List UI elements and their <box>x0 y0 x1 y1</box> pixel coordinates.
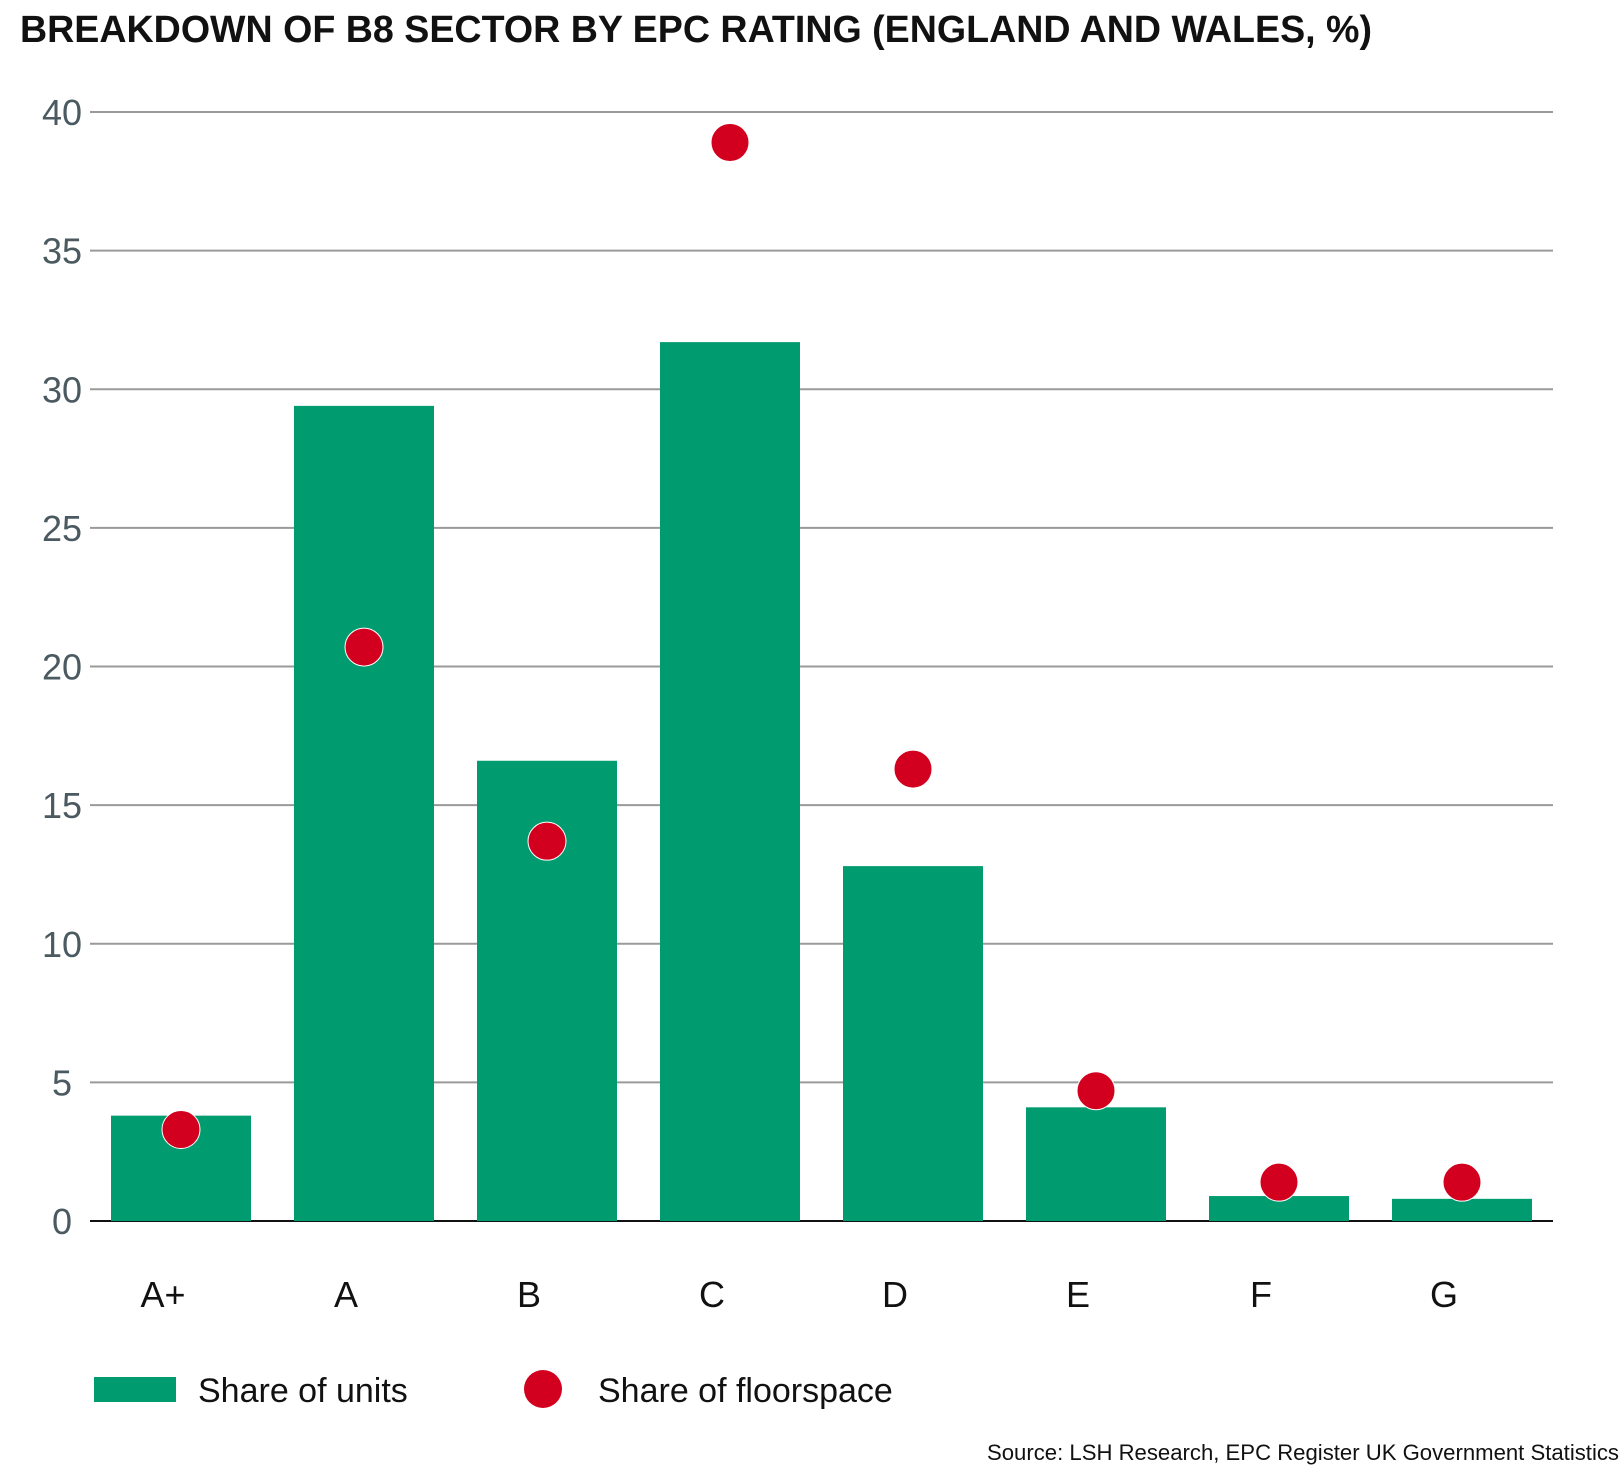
dot-A+ <box>161 1110 201 1150</box>
x-axis-labels: A+ A B C D E F G <box>140 1274 1458 1315</box>
legend-swatch-floorspace <box>524 1370 562 1408</box>
y-tick-label: 10 <box>42 924 82 965</box>
y-tick-label: 40 <box>42 92 82 133</box>
x-tick-label: B <box>517 1274 541 1315</box>
x-tick-label: C <box>699 1274 725 1315</box>
y-tick-label: 35 <box>42 231 82 272</box>
dot-C <box>710 122 750 162</box>
source-note: Source: LSH Research, EPC Register UK Go… <box>987 1440 1619 1465</box>
bars <box>111 342 1532 1221</box>
dot-G <box>1442 1162 1482 1202</box>
dot-F <box>1259 1162 1299 1202</box>
legend-label-units: Share of units <box>198 1372 408 1410</box>
x-tick-label: A+ <box>140 1274 185 1315</box>
dots <box>161 122 1482 1202</box>
bar-E <box>1026 1107 1166 1221</box>
x-tick-label: F <box>1250 1274 1272 1315</box>
x-tick-label: E <box>1066 1274 1090 1315</box>
y-tick-label: 0 <box>52 1201 72 1242</box>
y-tick-label: 5 <box>52 1062 72 1103</box>
bar-A <box>294 405 434 1221</box>
legend: Share of units Share of floorspace <box>94 1370 893 1410</box>
dot-B <box>527 821 567 861</box>
bar-D <box>843 866 983 1221</box>
chart-title: BREAKDOWN OF B8 SECTOR BY EPC RATING (EN… <box>20 9 1372 51</box>
dot-A <box>344 627 384 667</box>
x-tick-label: D <box>882 1274 908 1315</box>
dot-D <box>893 749 933 789</box>
y-tick-label: 30 <box>42 369 82 410</box>
y-tick-label: 25 <box>42 508 82 549</box>
dot-E <box>1076 1071 1116 1111</box>
legend-swatch-units <box>94 1377 176 1402</box>
y-tick-label: 20 <box>42 647 82 688</box>
bar-C <box>660 342 800 1221</box>
x-tick-label: A <box>334 1274 358 1315</box>
y-tick-label: 15 <box>42 785 82 826</box>
x-tick-label: G <box>1430 1274 1458 1315</box>
legend-label-floorspace: Share of floorspace <box>598 1372 893 1410</box>
bar-G <box>1392 1198 1532 1221</box>
